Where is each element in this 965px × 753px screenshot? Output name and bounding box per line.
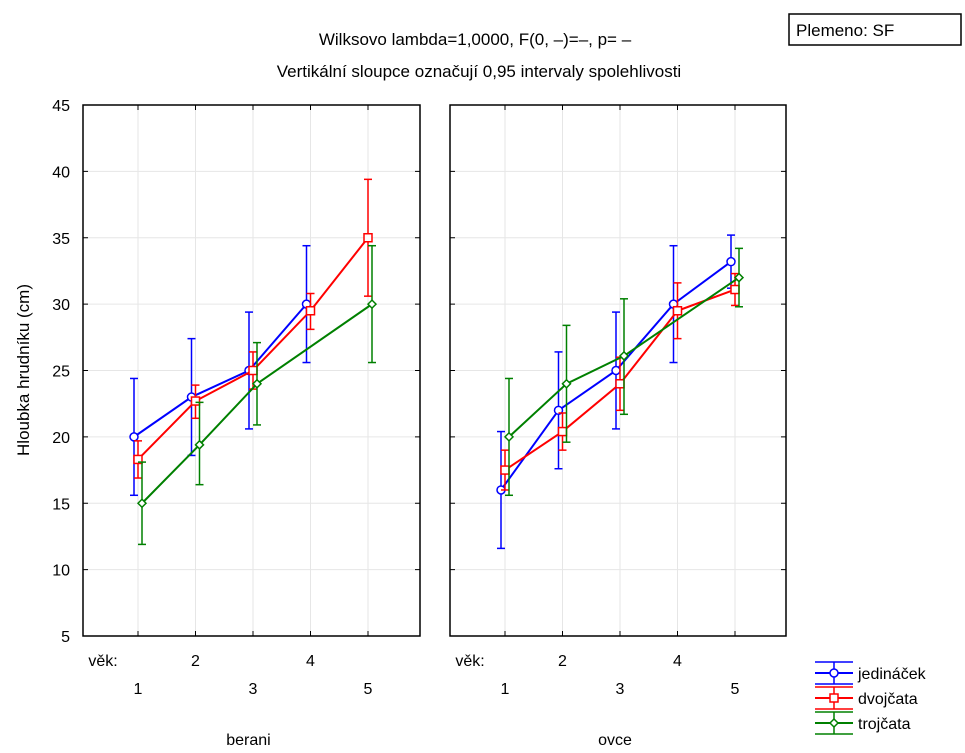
panel-ovce: 1 2 3 4 5 věk: ovce bbox=[449, 104, 787, 749]
plemeno-label: Plemeno: SF bbox=[796, 21, 894, 40]
x-tick-label: 5 bbox=[364, 681, 373, 698]
y-tick-label: 35 bbox=[52, 231, 70, 248]
data-point bbox=[733, 272, 745, 283]
x-tick-label: 1 bbox=[501, 681, 510, 698]
chart-title: Wilksovo lambda=1,0000, F(0, –)=–, p= – bbox=[319, 30, 632, 49]
legend-label: dvojčata bbox=[858, 691, 918, 708]
x-tick-label: 2 bbox=[191, 653, 200, 670]
y-tick-label: 40 bbox=[52, 164, 70, 181]
data-point bbox=[129, 432, 139, 442]
plemeno-box-frame bbox=[788, 13, 962, 46]
legend-item-trojčata: trojčata bbox=[815, 711, 911, 735]
y-tick-label: 15 bbox=[52, 496, 70, 513]
data-point bbox=[611, 365, 621, 376]
data-point bbox=[251, 378, 263, 389]
x-tick-label: 3 bbox=[616, 681, 625, 698]
panel-label: berani bbox=[226, 732, 270, 749]
y-tick-label: 5 bbox=[61, 629, 70, 646]
legend-item-jedináček: jedináček bbox=[815, 661, 927, 685]
series-line bbox=[133, 303, 308, 438]
y-tick-label: 10 bbox=[52, 563, 70, 580]
data-point bbox=[248, 365, 258, 376]
x-tick-label: 3 bbox=[249, 681, 258, 698]
plemeno-box: Plemeno: SF bbox=[788, 13, 962, 46]
y-tick-label: 20 bbox=[52, 430, 70, 447]
legend-marker bbox=[829, 693, 839, 703]
panel-label: ovce bbox=[598, 732, 632, 749]
data-point bbox=[730, 284, 740, 295]
x-tick-label: 4 bbox=[306, 653, 315, 670]
data-point bbox=[136, 498, 148, 509]
x-tick-label: 5 bbox=[731, 681, 740, 698]
series-jedináček bbox=[129, 244, 312, 497]
data-point bbox=[503, 431, 515, 442]
legend-marker bbox=[828, 717, 840, 729]
data-point bbox=[363, 233, 373, 243]
data-point bbox=[305, 306, 316, 316]
x-tick-label: 1 bbox=[134, 681, 143, 698]
data-point bbox=[726, 256, 736, 267]
data-point bbox=[190, 396, 201, 406]
x-prefix-label: věk: bbox=[455, 653, 484, 670]
chart-subtitle: Vertikální sloupce označují 0,95 interva… bbox=[277, 62, 681, 81]
y-tick-label: 45 bbox=[52, 98, 70, 115]
legend-label: jedináček bbox=[857, 666, 927, 683]
series-dvojčata bbox=[500, 272, 740, 491]
data-point bbox=[500, 465, 510, 475]
legend-marker bbox=[829, 668, 839, 678]
y-axis-label: Hloubka hrudníku (cm) bbox=[14, 284, 33, 456]
data-point bbox=[561, 378, 572, 389]
legend-item-dvojčata: dvojčata bbox=[815, 686, 918, 710]
series-line bbox=[141, 303, 373, 504]
legend-label: trojčata bbox=[858, 716, 911, 733]
data-point bbox=[672, 306, 683, 316]
data-point bbox=[366, 299, 378, 310]
x-tick-label: 2 bbox=[558, 653, 567, 670]
legend: jedináček dvojčata trojčata bbox=[815, 661, 927, 735]
y-tick-label: 30 bbox=[52, 297, 70, 314]
series-jedináček bbox=[496, 234, 736, 550]
series-trojčata bbox=[503, 247, 745, 497]
x-tick-label: 4 bbox=[673, 653, 682, 670]
data-point bbox=[557, 426, 568, 437]
data-point bbox=[133, 454, 143, 465]
series-trojčata bbox=[136, 244, 378, 546]
panels: 5101520253035404512345věk:berani12345věk… bbox=[52, 98, 787, 749]
data-point bbox=[618, 350, 630, 361]
series-line bbox=[508, 276, 740, 438]
x-prefix-label: věk: bbox=[88, 653, 117, 670]
data-point bbox=[194, 439, 205, 450]
data-point bbox=[615, 379, 625, 389]
y-tick-label: 25 bbox=[52, 364, 70, 381]
